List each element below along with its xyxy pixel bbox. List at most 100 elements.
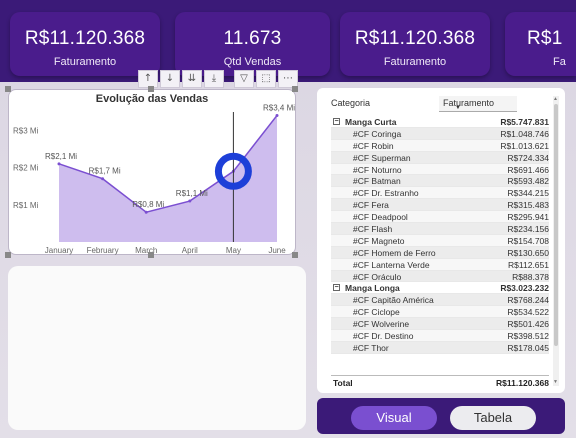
resize-handle[interactable] — [148, 252, 154, 258]
row-value: R$295.941 — [507, 212, 549, 223]
focus-mode-icon[interactable]: ⬚ — [256, 70, 276, 88]
row-category: #CF Capitão América — [353, 295, 434, 306]
table-row[interactable]: #CF Noturno R$691.466 — [331, 163, 549, 176]
group-name: Manga Longa — [345, 283, 400, 294]
row-category: #CF Homem de Ferro — [353, 247, 436, 258]
data-point[interactable] — [57, 162, 61, 166]
scroll-up-icon[interactable]: ▲ — [553, 96, 558, 102]
x-tick-label: May — [226, 246, 241, 255]
data-label: R$0,8 Mi — [132, 200, 164, 209]
row-value: R$724.334 — [507, 152, 549, 163]
row-category: #CF Fera — [353, 200, 389, 211]
table-row[interactable]: #CF Fera R$315.483 — [331, 199, 549, 212]
data-point[interactable] — [188, 199, 192, 203]
resize-handle[interactable] — [292, 252, 298, 258]
table-group-row[interactable]: − Manga Longa R$3.023.232 — [331, 282, 549, 295]
row-value: R$344.215 — [507, 188, 549, 199]
row-value: R$112.651 — [508, 259, 549, 270]
x-tick-label: June — [268, 246, 286, 255]
table-row[interactable]: #CF Magneto R$154.708 — [331, 234, 549, 247]
x-tick-label: April — [182, 246, 198, 255]
data-label: R$1,7 Mi — [89, 167, 121, 176]
table-body: − Manga Curta R$5.747.831 #CF Coringa R$1.04… — [331, 116, 549, 354]
collapse-icon[interactable]: − — [333, 118, 340, 125]
table-row[interactable]: #CF Lanterna Verde R$112.651 — [331, 258, 549, 271]
kpi-value: 11.673 — [223, 28, 282, 49]
go-next-level-icon[interactable]: ⇊ — [182, 70, 202, 88]
kpi-label: Fa — [553, 56, 566, 68]
table-row[interactable]: #CF Superman R$724.334 — [331, 151, 549, 164]
scroll-down-icon[interactable]: ▼ — [553, 379, 558, 385]
row-value: R$593.482 — [507, 176, 549, 187]
row-value: R$398.512 — [507, 331, 549, 342]
drill-down-icon[interactable]: ↓ — [160, 70, 180, 88]
table-row[interactable]: #CF Oráculo R$88.378 — [331, 270, 549, 283]
table-row[interactable]: #CF Coringa R$1.048.746 — [331, 127, 549, 140]
table-total-row: Total R$11.120.368 — [331, 375, 549, 388]
row-value: R$130.650 — [507, 247, 549, 258]
kpi-label: Qtd Vendas — [223, 56, 282, 68]
resize-handle[interactable] — [292, 86, 298, 92]
row-category: #CF Noturno — [353, 164, 402, 175]
table-row[interactable]: #CF Capitão América R$768.244 — [331, 294, 549, 307]
visual-button[interactable]: Visual — [351, 406, 437, 430]
row-category: #CF Dr. Destino — [353, 331, 414, 342]
table-row[interactable]: #CF Ciclope R$534.522 — [331, 306, 549, 319]
row-value: R$315.483 — [507, 200, 549, 211]
table-row[interactable]: #CF Flash R$234.156 — [331, 223, 549, 235]
row-category: #CF Lanterna Verde — [353, 259, 430, 270]
resize-handle[interactable] — [148, 86, 154, 92]
row-value: R$234.156 — [507, 224, 549, 235]
expand-hierarchy-icon[interactable]: ⤓ — [204, 70, 224, 88]
table-row[interactable]: #CF Deadpool R$295.941 — [331, 211, 549, 224]
row-value: R$1.013.621 — [500, 140, 549, 151]
filter-icon[interactable]: ▽ — [234, 70, 254, 88]
resize-handle[interactable] — [5, 86, 11, 92]
kpi-value: R$11.120.368 — [354, 28, 476, 49]
row-value: R$768.244 — [507, 295, 549, 306]
data-point[interactable] — [275, 113, 279, 117]
row-category: #CF Dr. Estranho — [353, 188, 419, 199]
sort-descending-icon: ▼ — [455, 105, 461, 111]
group-name: Manga Curta — [345, 117, 397, 127]
row-category: #CF Flash — [353, 224, 393, 235]
kpi-card-faturamento-2: R$11.120.368 Faturamento — [340, 12, 490, 76]
row-category: #CF Batman — [353, 176, 401, 187]
x-tick-label: February — [87, 246, 119, 255]
table-row[interactable]: #CF Batman R$593.482 — [331, 175, 549, 188]
row-value: R$1.048.746 — [500, 128, 549, 139]
sales-table-panel: Categoria Faturamento ▼ − Manga Curta R$5.… — [317, 88, 565, 393]
more-options-icon[interactable]: ⋯ — [278, 70, 298, 88]
row-category: #CF Ciclope — [353, 307, 400, 318]
total-value: R$11.120.368 — [496, 378, 549, 388]
scrollbar-thumb[interactable] — [554, 104, 558, 346]
kpi-card-qtd-vendas: 11.673 Qtd Vendas — [175, 12, 330, 76]
row-category: #CF Deadpool — [353, 212, 408, 223]
row-category: #CF Robin — [353, 140, 394, 151]
cursor-highlight-ring — [214, 152, 252, 190]
table-row[interactable]: #CF Wolverine R$501.426 — [331, 318, 549, 331]
kpi-label: Faturamento — [383, 56, 447, 68]
table-row[interactable]: #CF Robin R$1.013.621 — [331, 139, 549, 152]
tabela-button[interactable]: Tabela — [450, 406, 536, 430]
kpi-card-faturamento-3: R$1 Fa — [505, 12, 576, 76]
column-header-revenue[interactable]: Faturamento — [439, 96, 517, 112]
row-category: #CF Magneto — [353, 235, 405, 246]
table-row[interactable]: #CF Homem de Ferro R$130.650 — [331, 246, 549, 259]
resize-handle[interactable] — [5, 252, 11, 258]
table-row[interactable]: #CF Dr. Estranho R$344.215 — [331, 187, 549, 200]
data-point[interactable] — [144, 210, 148, 214]
column-header-category[interactable]: Categoria — [331, 98, 371, 108]
chart-plot: R$1 Mi R$2 Mi R$3 Mi R$2,1 Mi R$1,7 Mi R$0,8 … — [13, 103, 295, 255]
sales-evolution-chart[interactable]: Evolução das Vendas R$1 Mi R$2 Mi R$3 Mi R$… — [8, 89, 296, 255]
area-fill — [59, 115, 277, 242]
table-row[interactable]: #CF Thor R$178.045 — [331, 341, 549, 354]
table-header: Categoria Faturamento ▼ — [331, 96, 549, 112]
row-category: #CF Coringa — [353, 128, 402, 139]
table-row[interactable]: #CF Dr. Destino R$398.512 — [331, 330, 549, 342]
collapse-icon[interactable]: − — [333, 284, 340, 292]
data-label: R$1,1 Mi — [176, 189, 208, 198]
data-point[interactable] — [101, 177, 105, 181]
y-tick-label: R$3 Mi — [13, 126, 39, 135]
table-group-row[interactable]: − Manga Curta R$5.747.831 — [331, 116, 549, 128]
